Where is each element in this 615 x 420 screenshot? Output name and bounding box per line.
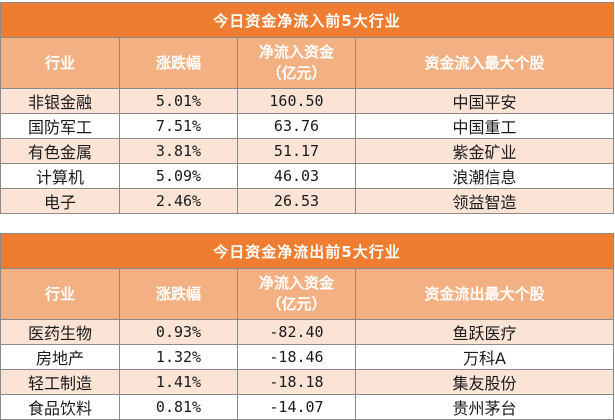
change-cell: 2.46% xyxy=(119,188,238,214)
change-cell: 0.81% xyxy=(119,394,238,420)
header-industry: 行业 xyxy=(0,37,120,89)
change-cell: 1.32% xyxy=(119,344,238,370)
inflow-rows: 非银金融 5.01% 160.50 中国平安 国防军工 7.51% 63.76 中国重工 有色金… xyxy=(0,88,615,214)
net-flow-cell: -18.18 xyxy=(237,369,356,395)
header-net-inflow-text: 净流入资金 （亿元） xyxy=(258,274,334,313)
net-flow-cell: 46.03 xyxy=(237,163,356,189)
table-gap xyxy=(0,220,615,233)
header-net-inflow: 净流入资金 （亿元） xyxy=(237,268,356,320)
inflow-table: 今日资金净流入前5大行业 行业 涨跌幅 净流入资金 （亿元） 资金流入最大个股 非… xyxy=(0,2,615,214)
header-change: 涨跌幅 xyxy=(119,37,238,89)
table-row: 国防军工 7.51% 63.76 中国重工 xyxy=(0,113,615,139)
change-cell: 5.09% xyxy=(119,163,238,189)
table-row: 轻工制造 1.41% -18.18 集友股份 xyxy=(0,369,615,395)
inflow-title: 今日资金净流入前5大行业 xyxy=(0,2,615,38)
top-stock-cell: 鱼跃医疗 xyxy=(354,319,615,345)
industry-cell: 非银金融 xyxy=(0,88,120,114)
net-flow-cell: 26.53 xyxy=(237,188,356,214)
table-row: 有色金属 3.81% 51.17 紫金矿业 xyxy=(0,138,615,164)
top-stock-cell: 浪潮信息 xyxy=(354,163,615,189)
table-row: 电子 2.46% 26.53 领益智造 xyxy=(0,188,615,214)
change-cell: 0.93% xyxy=(119,319,238,345)
industry-cell: 计算机 xyxy=(0,163,120,189)
change-cell: 3.81% xyxy=(119,138,238,164)
table-row: 医药生物 0.93% -82.40 鱼跃医疗 xyxy=(0,319,615,345)
industry-cell: 轻工制造 xyxy=(0,369,120,395)
net-flow-cell: -14.07 xyxy=(237,394,356,420)
industry-cell: 房地产 xyxy=(0,344,120,370)
top-stock-cell: 中国重工 xyxy=(354,113,615,139)
table-row: 计算机 5.09% 46.03 浪潮信息 xyxy=(0,163,615,189)
outflow-rows: 医药生物 0.93% -82.40 鱼跃医疗 房地产 1.32% -18.46 万科A 轻工制造… xyxy=(0,319,615,420)
header-net-inflow-text: 净流入资金 （亿元） xyxy=(258,43,334,82)
header-change: 涨跌幅 xyxy=(119,268,238,320)
net-flow-cell: 160.50 xyxy=(237,88,356,114)
top-stock-cell: 领益智造 xyxy=(354,188,615,214)
net-flow-cell: -18.46 xyxy=(237,344,356,370)
header-net-inflow: 净流入资金 （亿元） xyxy=(237,37,356,89)
industry-cell: 食品饮料 xyxy=(0,394,120,420)
table-row: 房地产 1.32% -18.46 万科A xyxy=(0,344,615,370)
net-flow-cell: -82.40 xyxy=(237,319,356,345)
change-cell: 1.41% xyxy=(119,369,238,395)
outflow-table: 今日资金净流出前5大行业 行业 涨跌幅 净流入资金 （亿元） 资金流出最大个股 医… xyxy=(0,233,615,420)
top-stock-cell: 贵州茅台 xyxy=(354,394,615,420)
header-top-stock: 资金流出最大个股 xyxy=(354,268,615,320)
table-row: 食品饮料 0.81% -14.07 贵州茅台 xyxy=(0,394,615,420)
industry-cell: 电子 xyxy=(0,188,120,214)
top-stock-cell: 万科A xyxy=(354,344,615,370)
header-top-stock: 资金流入最大个股 xyxy=(354,37,615,89)
header-industry: 行业 xyxy=(0,268,120,320)
industry-cell: 国防军工 xyxy=(0,113,120,139)
net-flow-cell: 63.76 xyxy=(237,113,356,139)
industry-cell: 有色金属 xyxy=(0,138,120,164)
net-flow-cell: 51.17 xyxy=(237,138,356,164)
change-cell: 7.51% xyxy=(119,113,238,139)
outflow-title: 今日资金净流出前5大行业 xyxy=(0,233,615,269)
top-stock-cell: 中国平安 xyxy=(354,88,615,114)
top-stock-cell: 集友股份 xyxy=(354,369,615,395)
industry-cell: 医药生物 xyxy=(0,319,120,345)
top-stock-cell: 紫金矿业 xyxy=(354,138,615,164)
change-cell: 5.01% xyxy=(119,88,238,114)
table-row: 非银金融 5.01% 160.50 中国平安 xyxy=(0,88,615,114)
